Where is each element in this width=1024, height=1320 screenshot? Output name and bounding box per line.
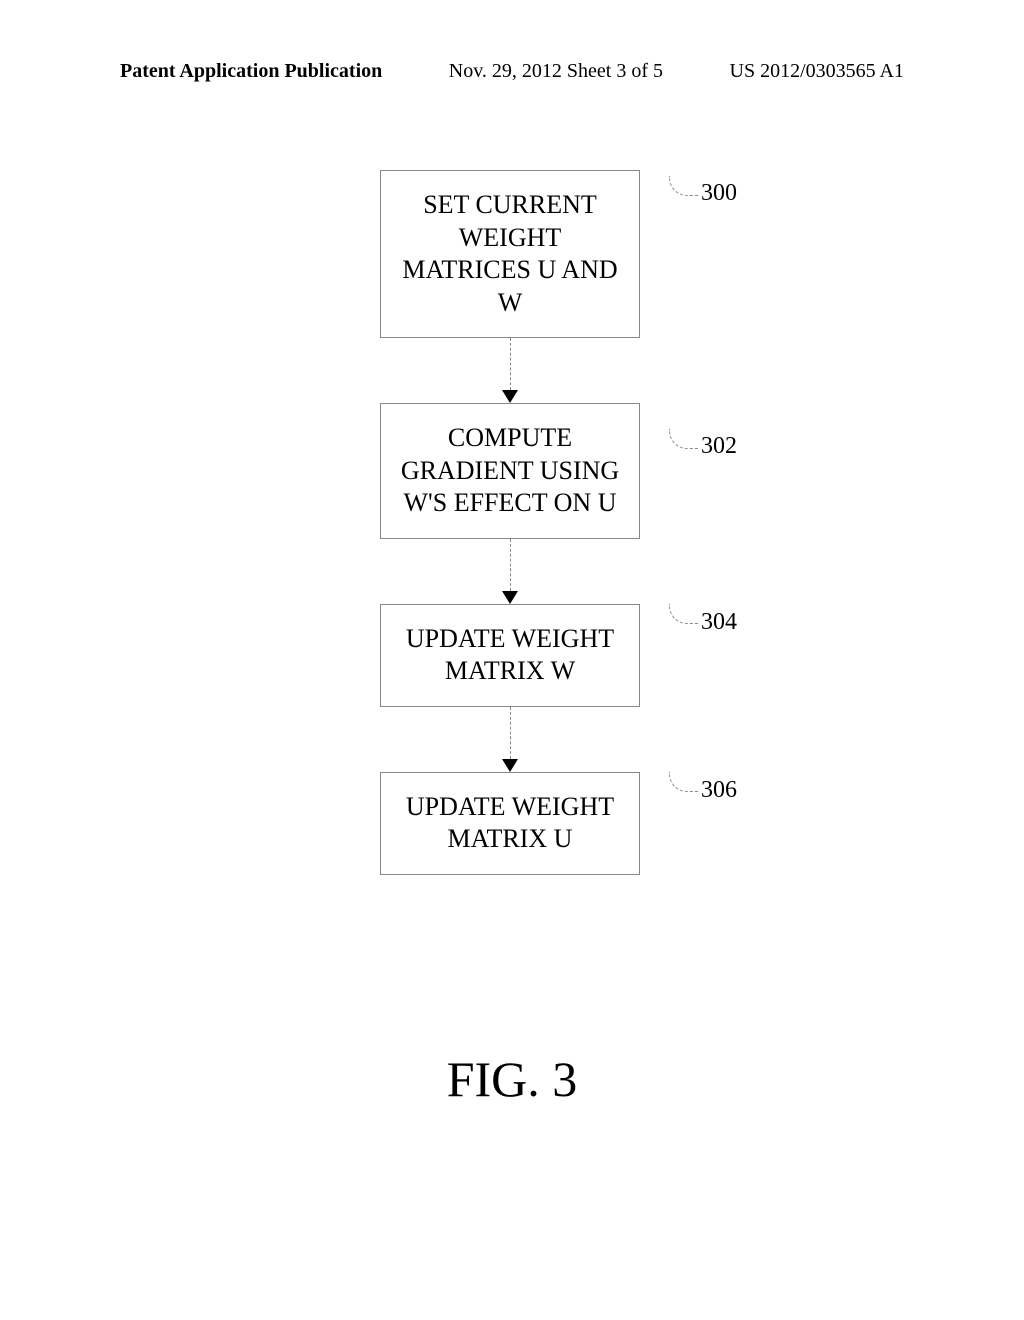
flowchart-label-306: 306 [669,777,737,804]
label-text: 306 [701,777,737,804]
flowchart-arrow [380,539,640,604]
flowchart-node-306-wrapper: UPDATE WEIGHT MATRIX U 306 [285,772,735,875]
curve-connector-icon [669,604,699,624]
node-text: UPDATE WEIGHT MATRIX W [406,624,614,686]
header-doc-number: US 2012/0303565 A1 [730,60,904,83]
flowchart-node-300-wrapper: SET CURRENT WEIGHT MATRICES U AND W 300 [285,170,735,338]
curve-connector-icon [669,772,699,792]
flowchart-node-302-wrapper: COMPUTE GRADIENT USING W'S EFFECT ON U 3… [285,403,735,539]
flowchart-node-304-wrapper: UPDATE WEIGHT MATRIX W 304 [285,604,735,707]
flowchart-label-304: 304 [669,609,737,636]
node-text: UPDATE WEIGHT MATRIX U [406,792,614,854]
flowchart-label-302: 302 [669,433,737,460]
label-text: 304 [701,609,737,636]
flowchart-node-306: UPDATE WEIGHT MATRIX U [380,772,640,875]
flowchart-arrow [380,707,640,772]
flowchart: SET CURRENT WEIGHT MATRICES U AND W 300 … [285,170,735,875]
arrow-line-icon [510,539,511,591]
flowchart-node-302: COMPUTE GRADIENT USING W'S EFFECT ON U [380,403,640,539]
flowchart-arrow [380,338,640,403]
arrow-line-icon [510,338,511,390]
node-text: COMPUTE GRADIENT USING W'S EFFECT ON U [401,423,619,517]
page-header: Patent Application Publication Nov. 29, … [120,60,904,83]
arrow-line-icon [510,707,511,759]
arrow-head-icon [502,759,518,772]
flowchart-node-304: UPDATE WEIGHT MATRIX W [380,604,640,707]
curve-connector-icon [669,429,699,449]
flowchart-label-300: 300 [669,180,737,207]
label-text: 300 [701,180,737,207]
curve-connector-icon [669,176,699,196]
figure-caption: FIG. 3 [0,1050,1024,1108]
header-publication: Patent Application Publication [120,60,382,83]
label-text: 302 [701,433,737,460]
arrow-head-icon [502,390,518,403]
flowchart-node-300: SET CURRENT WEIGHT MATRICES U AND W [380,170,640,338]
arrow-head-icon [502,591,518,604]
header-date-sheet: Nov. 29, 2012 Sheet 3 of 5 [449,60,663,83]
node-text: SET CURRENT WEIGHT MATRICES U AND W [402,190,617,317]
